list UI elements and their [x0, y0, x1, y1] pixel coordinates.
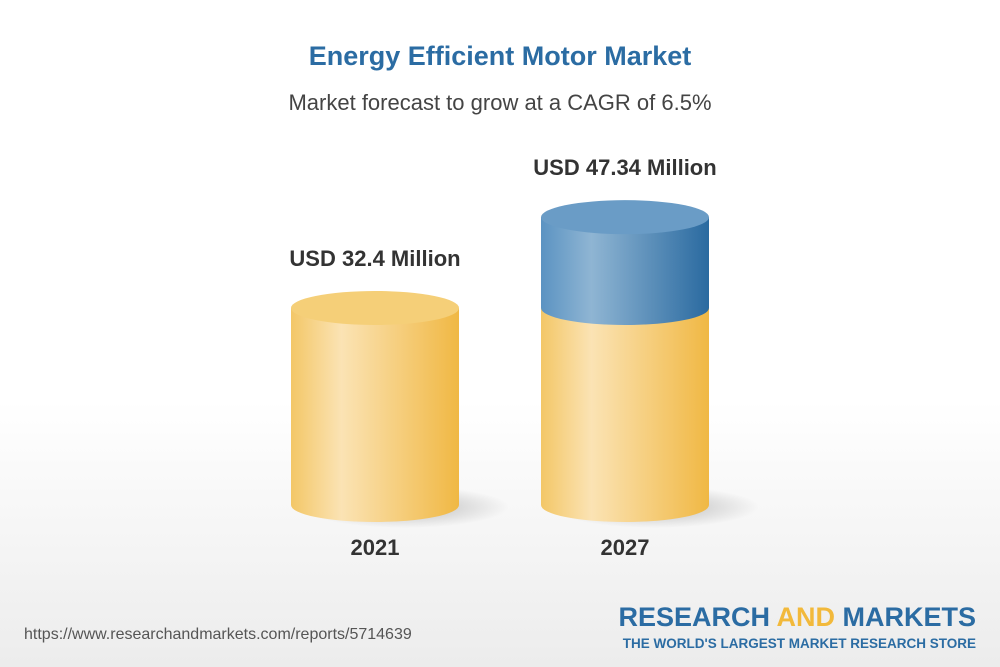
- bar-base-2021: [291, 308, 459, 522]
- bar-growth-2027: [541, 217, 709, 325]
- bar-base-2027: [541, 308, 709, 522]
- logo-tagline: THE WORLD'S LARGEST MARKET RESEARCH STOR…: [622, 636, 976, 651]
- category-label: 2021: [351, 535, 400, 560]
- bar-growth-2027-top: [541, 200, 709, 235]
- source-url[interactable]: https://www.researchandmarkets.com/repor…: [24, 626, 412, 643]
- data-label: USD 32.4 Million: [289, 246, 460, 271]
- data-label: USD 47.34 Million: [533, 155, 716, 180]
- bar-base-2021-top: [291, 291, 459, 325]
- chart-area: USD 32.4 Million 2021 USD 47.34 Million 202…: [289, 155, 759, 560]
- chart-title: Energy Efficient Motor Market: [308, 41, 692, 71]
- category-label: 2027: [601, 535, 650, 560]
- chart-subtitle: Market forecast to grow at a CAGR of 6.5…: [288, 90, 712, 115]
- logo: RESEARCH AND MARKETS: [618, 602, 976, 632]
